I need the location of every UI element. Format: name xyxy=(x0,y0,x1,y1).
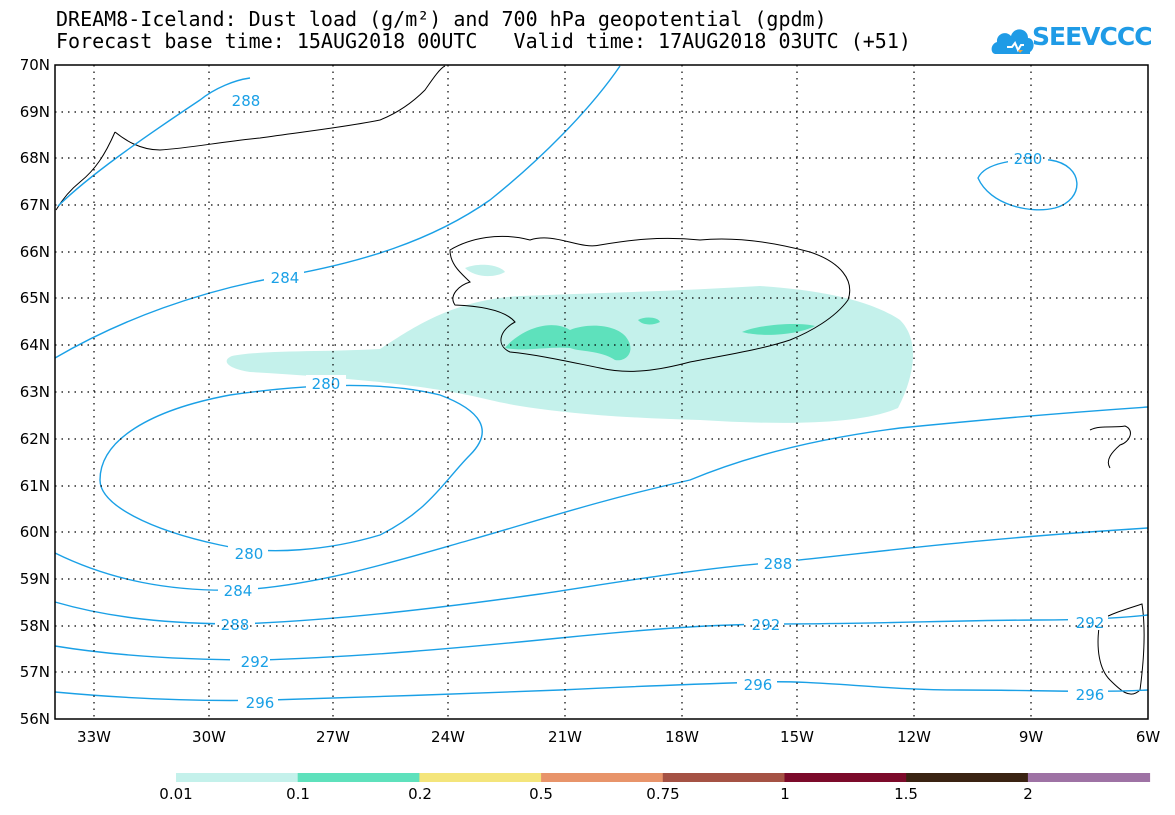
contour-label: 292 xyxy=(752,616,781,634)
contour-label: 288 xyxy=(221,616,250,634)
legend-swatch xyxy=(176,773,299,782)
lat-label: 62N xyxy=(20,430,50,448)
dust-area-mid-east xyxy=(742,324,815,335)
legend-label: 1 xyxy=(780,785,790,803)
cloud-icon xyxy=(991,29,1034,54)
contour-label: 288 xyxy=(764,555,793,573)
contour-280-east xyxy=(977,158,1078,211)
contour-label: 280 xyxy=(235,545,264,563)
legend-label: 0.01 xyxy=(159,785,193,803)
lon-label: 21W xyxy=(548,728,582,746)
legend-label: 0.2 xyxy=(408,785,432,803)
contour-label: 292 xyxy=(241,653,270,671)
lat-label: 70N xyxy=(20,56,50,74)
legend-swatch xyxy=(297,773,420,782)
legend-label: 0.1 xyxy=(286,785,310,803)
legend-label: 0.75 xyxy=(646,785,680,803)
legend-swatch xyxy=(662,773,785,782)
contour-label: 280 xyxy=(1014,150,1043,168)
map-title-line1: DREAM8-Iceland: Dust load (g/m²) and 700… xyxy=(56,7,827,31)
dust-area-mid-small xyxy=(638,317,660,325)
lat-label: 60N xyxy=(20,523,50,541)
contour-label: 296 xyxy=(744,676,773,694)
lon-label: 6W xyxy=(1136,728,1161,746)
contour-label: 288 xyxy=(232,92,261,110)
dust-area-low xyxy=(226,286,913,423)
logo-text: SEEVCCC xyxy=(1032,22,1153,51)
contour-288-south xyxy=(54,527,1149,625)
lon-label: 9W xyxy=(1019,728,1044,746)
lat-label: 66N xyxy=(20,243,50,261)
lat-label: 59N xyxy=(20,570,50,588)
dust-area-low-north xyxy=(465,264,505,277)
contour-label: 296 xyxy=(246,694,275,712)
legend-swatch xyxy=(419,773,542,782)
lat-label: 64N xyxy=(20,336,50,354)
legend-swatch xyxy=(784,773,907,782)
map-frame xyxy=(54,64,1149,720)
lon-labels: 33W 30W 27W 24W 21W 18W 15W 12W 9W 6W xyxy=(77,728,1160,746)
legend-label: 1.5 xyxy=(894,785,918,803)
contour-labels: 288 280 284 280 280 284 288 288 292 292 … xyxy=(215,92,1108,712)
dust-area-mid xyxy=(505,325,631,361)
lon-label: 24W xyxy=(431,728,465,746)
lat-label: 68N xyxy=(20,149,50,167)
contour-label: 280 xyxy=(312,375,341,393)
contour-label: 296 xyxy=(1076,686,1105,704)
legend-label: 2 xyxy=(1023,785,1033,803)
lon-label: 18W xyxy=(665,728,699,746)
contour-label: 284 xyxy=(271,269,300,287)
lat-labels: 70N 69N 68N 67N 66N 65N 64N 63N 62N 61N … xyxy=(20,56,50,728)
lon-label: 27W xyxy=(316,728,350,746)
legend-swatch xyxy=(1027,773,1151,782)
map-title-line2: Forecast base time: 15AUG2018 00UTC Vali… xyxy=(56,29,911,53)
contour-label: 284 xyxy=(224,582,253,600)
lat-label: 61N xyxy=(20,477,50,495)
lat-label: 67N xyxy=(20,196,50,214)
lon-label: 15W xyxy=(780,728,814,746)
lon-label: 33W xyxy=(77,728,111,746)
contour-284-north xyxy=(54,65,621,359)
lat-label: 69N xyxy=(20,103,50,121)
contour-label: 292 xyxy=(1076,614,1105,632)
lon-label: 12W xyxy=(897,728,931,746)
contour-288-north xyxy=(57,77,251,207)
legend-swatch xyxy=(906,773,1029,782)
graticule xyxy=(55,65,1148,719)
lat-label: 63N xyxy=(20,383,50,401)
lon-label: 30W xyxy=(192,728,226,746)
lat-label: 65N xyxy=(20,289,50,307)
legend-label: 0.5 xyxy=(529,785,553,803)
lat-label: 56N xyxy=(20,710,50,728)
lat-label: 58N xyxy=(20,617,50,635)
legend-swatch xyxy=(541,773,664,782)
contour-280-west xyxy=(99,384,483,552)
lat-label: 57N xyxy=(20,663,50,681)
legend-colorbar xyxy=(176,773,1151,782)
